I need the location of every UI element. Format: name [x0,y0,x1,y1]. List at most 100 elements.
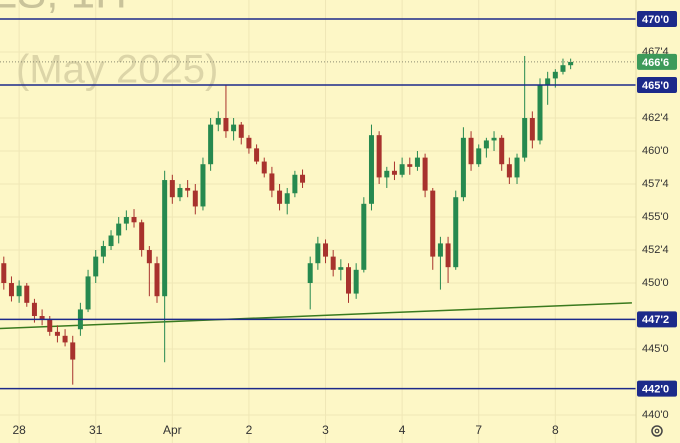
candle-body [93,256,99,277]
candle-body [24,285,30,303]
candle-body [522,118,528,158]
candle-body [468,137,474,165]
candle-body [123,217,129,224]
candle-body [414,157,420,167]
candle-body [361,203,367,270]
candle-body [54,331,60,336]
candle-body [261,161,267,174]
candle-body [552,71,558,79]
candle-body [537,85,543,141]
candle-body [384,170,390,178]
candle-body [8,283,14,297]
candle-body [506,164,512,178]
candle-body [568,61,574,66]
y-tick-label: 462'4 [642,112,669,124]
candle-body [315,243,321,264]
candle-body [246,137,252,149]
level-label-box [637,11,677,28]
candle-body [491,137,497,141]
candle-body [292,174,298,194]
level-label: 442'0 [642,384,669,396]
candle-body [407,164,413,167]
candle-body [323,243,329,257]
candle-body [514,157,520,178]
candle-body [116,223,122,236]
candle-body [391,170,397,175]
level-label: 465'0 [642,80,669,92]
y-tick-label: 457'4 [642,178,669,190]
gear-center [654,428,660,434]
x-tick-label: 28 [12,423,26,437]
candle-body [100,246,106,257]
candle-body [215,118,221,125]
candle-body [223,118,229,132]
candle-body [131,217,137,223]
y-tick-label: 445'0 [642,343,669,355]
candle-body [169,180,175,198]
watermark-subtitle: (May 2025) [16,48,218,92]
candle-body [269,173,275,191]
y-tick-label: 455'0 [642,211,669,223]
level-label-box [637,77,677,94]
x-tick-label: 3 [322,423,329,437]
candle-body [499,137,505,165]
candle-body [47,319,53,332]
candle-body [62,335,68,343]
candle-body [445,243,451,268]
level-label-box [637,380,677,397]
candle-body [231,124,237,132]
level-label: 447'2 [642,314,669,326]
y-tick-label: 452'4 [642,244,669,256]
candle-body [545,78,551,86]
x-tick-label: Apr [163,423,182,437]
settings-icon[interactable] [651,425,663,437]
candle-body [476,148,482,165]
last-price-label: 466'6 [642,57,669,69]
trendline [0,302,632,330]
candle-body [483,140,489,149]
gear [651,425,663,437]
x-tick-label: 4 [399,423,406,437]
candle-body [177,187,183,198]
y-tick-label: 440'0 [642,409,669,421]
candle-body [422,157,428,191]
candle-body [70,342,76,360]
candle-body [399,164,405,175]
x-tick-label: 7 [475,423,482,437]
candle-body [277,190,283,204]
candle-body [560,65,566,72]
candle-body [430,190,436,257]
candle-body [368,135,374,204]
candle-body [108,235,114,247]
candle-body [254,148,260,162]
candle-body [200,164,206,207]
candle-body [330,256,336,270]
candle-body [338,267,344,270]
x-tick-label: 8 [552,423,559,437]
y-tick-label: 450'0 [642,277,669,289]
candle-body [154,263,160,297]
candle-body [460,137,466,198]
candle-body [346,267,351,294]
candle-body [16,285,22,297]
candle-body [192,190,198,207]
candle-body [1,263,7,284]
candle-body [146,250,152,264]
watermark-title: ZS, 1H [0,0,127,18]
candle-body [185,187,191,191]
candle-body [300,174,306,183]
candle-body [353,269,359,294]
candle-body [529,118,535,141]
level-label: 470'0 [642,14,669,26]
candle-body [208,124,214,165]
candle-body [31,302,37,317]
candle-body [39,316,45,320]
candle-body [85,276,91,310]
x-tick-label: 31 [89,423,103,437]
candle-body [139,222,145,251]
y-tick-label: 460'0 [642,145,669,157]
candle-body [437,243,443,257]
candle-body [284,193,290,204]
